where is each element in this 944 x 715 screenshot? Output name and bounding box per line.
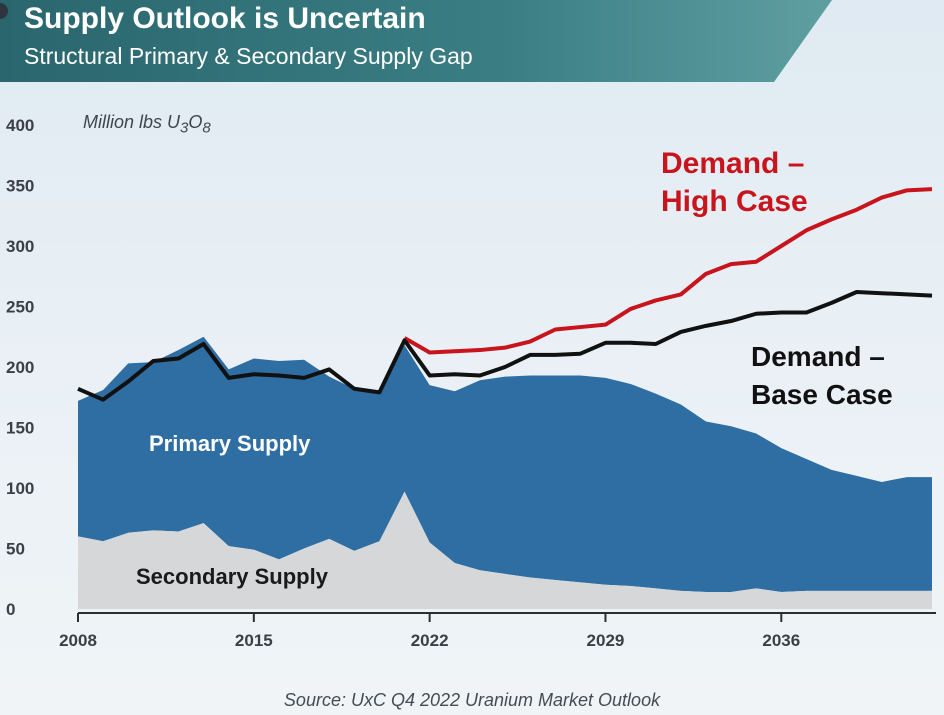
unit-label: Million lbs U3O8: [83, 112, 211, 137]
x-tick-label: 2008: [59, 631, 97, 650]
y-tick-label: 150: [6, 419, 34, 438]
series-label: Primary Supply: [149, 431, 311, 456]
unit-label-text: Million lbs U3O8: [83, 112, 211, 137]
y-tick-label: 300: [6, 237, 34, 256]
y-tick-label: 50: [6, 540, 25, 559]
line-layer: [77, 187, 933, 402]
title-banner: Supply Outlook is Uncertain Structural P…: [0, 0, 944, 82]
primary-supply-area: [78, 336, 932, 593]
y-tick-label: 400: [6, 116, 34, 135]
page-subtitle: Structural Primary & Secondary Supply Ga…: [24, 43, 473, 69]
corner-dot: [0, 3, 8, 19]
series-label: Demand – Base Case: [751, 341, 893, 410]
source-note: Source: UxC Q4 2022 Uranium Market Outlo…: [283, 690, 661, 710]
page-title: Supply Outlook is Uncertain: [24, 2, 426, 35]
y-axis: 0 50 100 150 200 250 300 350 400: [6, 116, 34, 619]
demand-base-line: [77, 289, 933, 402]
x-tick-label: 2015: [235, 631, 273, 650]
secondary-supply-area: [78, 491, 932, 609]
area-layer: [78, 336, 932, 609]
demand-high-line: [403, 187, 933, 355]
x-tick-label: 2029: [587, 631, 625, 650]
banner-shape: [0, 0, 832, 82]
y-tick-label: 250: [6, 298, 34, 317]
x-tick-label: 2022: [411, 631, 449, 650]
y-tick-label: 100: [6, 479, 34, 498]
x-tick-label: 2036: [762, 631, 800, 650]
y-tick-label: 350: [6, 177, 34, 196]
series-labels: Primary Supply Secondary Supply Demand – Hi…: [136, 147, 893, 589]
x-axis: 2008 2015 2022 2029 2036: [59, 612, 936, 650]
series-label: Secondary Supply: [136, 564, 329, 589]
y-tick-label: 0: [6, 600, 15, 619]
y-tick-label: 200: [6, 358, 34, 377]
series-label: Demand – High Case: [661, 147, 808, 218]
